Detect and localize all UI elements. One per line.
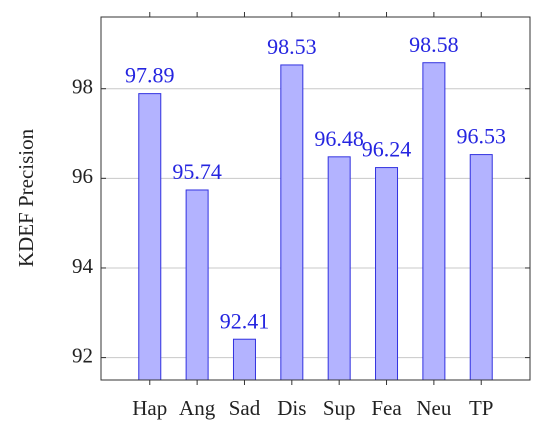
value-label: 92.41 xyxy=(220,308,270,333)
value-label: 98.53 xyxy=(267,34,317,59)
value-label: 96.48 xyxy=(314,126,364,151)
bar xyxy=(375,167,399,381)
value-label: 97.89 xyxy=(125,63,175,88)
y-tick-label: 96 xyxy=(72,164,93,188)
value-label: 98.58 xyxy=(409,32,459,57)
bar xyxy=(280,64,304,381)
bar xyxy=(327,156,351,381)
bar xyxy=(138,93,162,381)
x-tick-label: Dis xyxy=(277,396,306,420)
x-tick-label: TP xyxy=(469,396,494,420)
value-label: 95.74 xyxy=(172,159,222,184)
bar xyxy=(422,62,446,381)
value-label: 96.53 xyxy=(456,124,506,149)
x-tick-label: Sup xyxy=(323,396,356,420)
y-tick-label: 94 xyxy=(72,254,94,278)
x-tick-label: Ang xyxy=(179,396,216,420)
bar xyxy=(185,189,209,381)
value-label: 96.24 xyxy=(362,137,412,162)
x-tick-label: Fea xyxy=(371,396,402,420)
y-tick-label: 98 xyxy=(72,75,93,99)
x-tick-label: Sad xyxy=(229,396,261,420)
x-tick-label: Neu xyxy=(416,396,451,420)
bar xyxy=(232,338,256,381)
bar xyxy=(469,154,493,381)
x-tick-label: Hap xyxy=(132,396,167,420)
y-axis-title: KDEF Precision xyxy=(14,128,38,267)
y-tick-label: 92 xyxy=(72,343,93,367)
plot-frame xyxy=(100,16,531,381)
